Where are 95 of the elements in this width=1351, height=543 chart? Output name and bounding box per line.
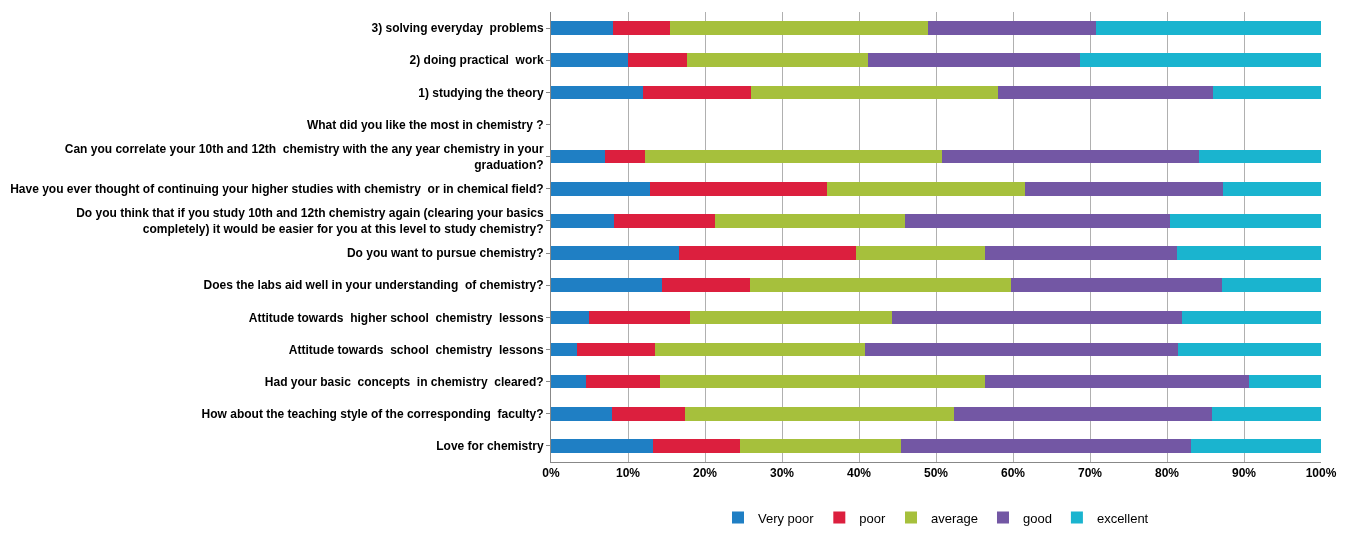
bar — [687, 53, 869, 67]
bar — [905, 214, 1171, 228]
bar — [628, 53, 688, 67]
y-tick-label: Have you ever thought of continuing your higher studies with chemistry or in chemical field? — [10, 181, 544, 196]
bar — [1199, 149, 1321, 164]
x-tick-label: 70% — [1077, 466, 1103, 481]
bar — [612, 21, 671, 35]
bar — [551, 407, 612, 421]
bar — [1177, 342, 1321, 357]
bar — [649, 182, 827, 196]
bar — [551, 214, 615, 228]
y-tick-label: Attitude towards school chemistry lessons — [288, 342, 544, 357]
y-tick-label: What did you like the most in chemistry ? — [306, 117, 544, 132]
bar — [1177, 246, 1321, 260]
x-tick-label: 20% — [692, 466, 718, 481]
bar — [984, 246, 1178, 260]
bar — [715, 214, 906, 228]
bar — [551, 21, 613, 35]
bar — [678, 246, 856, 260]
bar — [1211, 407, 1321, 421]
legend-label: excellent — [1096, 510, 1149, 526]
bar — [892, 310, 1183, 325]
x-tick-label: 80% — [1154, 466, 1180, 481]
bar — [954, 407, 1212, 421]
bar — [865, 342, 1178, 357]
y-tick-label: Love for chemistry — [436, 439, 544, 454]
y-tick-label: 3) solving everyday problems — [371, 21, 544, 36]
bar — [654, 342, 866, 357]
y-tick-label: 2) doing practical work — [409, 53, 544, 68]
bar — [670, 21, 929, 35]
bar — [942, 149, 1200, 164]
bar — [1096, 21, 1321, 35]
x-tick-label: 30% — [769, 466, 795, 481]
bar — [551, 85, 644, 100]
bar — [661, 278, 750, 292]
bar — [551, 246, 679, 260]
bar — [643, 85, 752, 100]
y-tick-label: Attitude towards higher school chemistry lessons — [248, 310, 544, 325]
bar — [1249, 374, 1321, 389]
y-tick-label: Do you think that if you study 10th and 12th chemistry again (clearing your basics completely) it would be easier for you at this level to study chemistry? — [76, 206, 544, 236]
y-tick-label: How about the teaching style of the corresponding faculty? — [201, 406, 544, 421]
bar — [900, 439, 1191, 453]
bar — [749, 278, 1012, 292]
bar — [1170, 214, 1321, 228]
bar — [551, 149, 605, 164]
y-tick-label: Had your basic concepts in chemistry cleared? — [264, 374, 544, 389]
bar — [997, 85, 1214, 100]
bar — [1223, 182, 1321, 196]
x-tick-label: 60% — [1000, 466, 1026, 481]
bar — [1213, 85, 1321, 100]
bar — [826, 182, 1025, 196]
bar — [644, 149, 943, 164]
x-tick-label: 90% — [1231, 466, 1257, 481]
bar — [1221, 278, 1321, 292]
bar — [586, 374, 660, 389]
bar — [652, 439, 740, 453]
y-tick-label: Can you correlate your 10th and 12th chemistry with the any year chemistry in your graduation? — [64, 142, 544, 172]
x-tick-label: 100% — [1305, 466, 1337, 481]
x-tick-label: 10% — [615, 466, 641, 481]
bar — [1024, 182, 1224, 196]
bar — [551, 278, 662, 292]
bar — [614, 214, 716, 228]
y-tick-label: Do you want to pursue chemistry? — [346, 246, 544, 261]
bar — [1190, 439, 1321, 453]
bar — [551, 374, 587, 389]
bar — [751, 85, 998, 100]
x-tick-label: 0% — [542, 466, 560, 481]
bar — [611, 407, 685, 421]
bar — [551, 53, 628, 67]
bar — [1079, 53, 1321, 67]
y-tick-label: 1) studying the theory — [418, 85, 544, 100]
x-tick-label: 40% — [846, 466, 872, 481]
bar — [1011, 278, 1222, 292]
bar — [588, 310, 690, 325]
legend-label: Very poor — [758, 510, 815, 526]
bar — [689, 310, 893, 325]
bar — [855, 246, 985, 260]
bar — [577, 342, 655, 357]
bar — [551, 439, 653, 453]
bar — [659, 374, 985, 389]
bar — [928, 21, 1097, 35]
bar — [551, 342, 578, 357]
bar — [739, 439, 901, 453]
bar — [684, 407, 955, 421]
legend-label: good — [1022, 510, 1052, 526]
bar — [604, 149, 645, 164]
bar — [868, 53, 1080, 67]
bar — [551, 182, 650, 196]
x-tick-label: 50% — [923, 466, 949, 481]
legend-label: poor — [859, 510, 886, 526]
y-tick-label: Does the labs aid well in your understanding of chemistry? — [203, 278, 544, 293]
bar — [551, 310, 589, 325]
legend-label: average — [931, 510, 978, 526]
bar — [1182, 310, 1321, 325]
bar — [984, 374, 1250, 389]
